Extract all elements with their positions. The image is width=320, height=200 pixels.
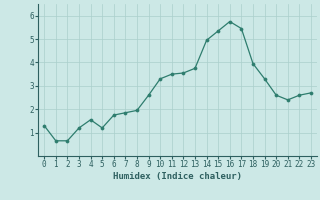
X-axis label: Humidex (Indice chaleur): Humidex (Indice chaleur) [113,172,242,181]
